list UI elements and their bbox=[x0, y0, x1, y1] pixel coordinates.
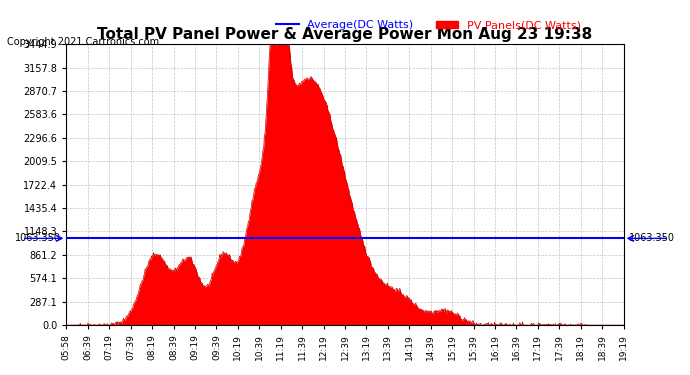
Title: Total PV Panel Power & Average Power Mon Aug 23 19:38: Total PV Panel Power & Average Power Mon… bbox=[97, 27, 593, 42]
Text: Copyright 2021 Cartronics.com: Copyright 2021 Cartronics.com bbox=[7, 37, 159, 47]
Text: 1063.350: 1063.350 bbox=[14, 233, 61, 243]
Text: 1063.350: 1063.350 bbox=[629, 233, 676, 243]
Legend: Average(DC Watts), PV Panels(DC Watts): Average(DC Watts), PV Panels(DC Watts) bbox=[272, 16, 585, 35]
